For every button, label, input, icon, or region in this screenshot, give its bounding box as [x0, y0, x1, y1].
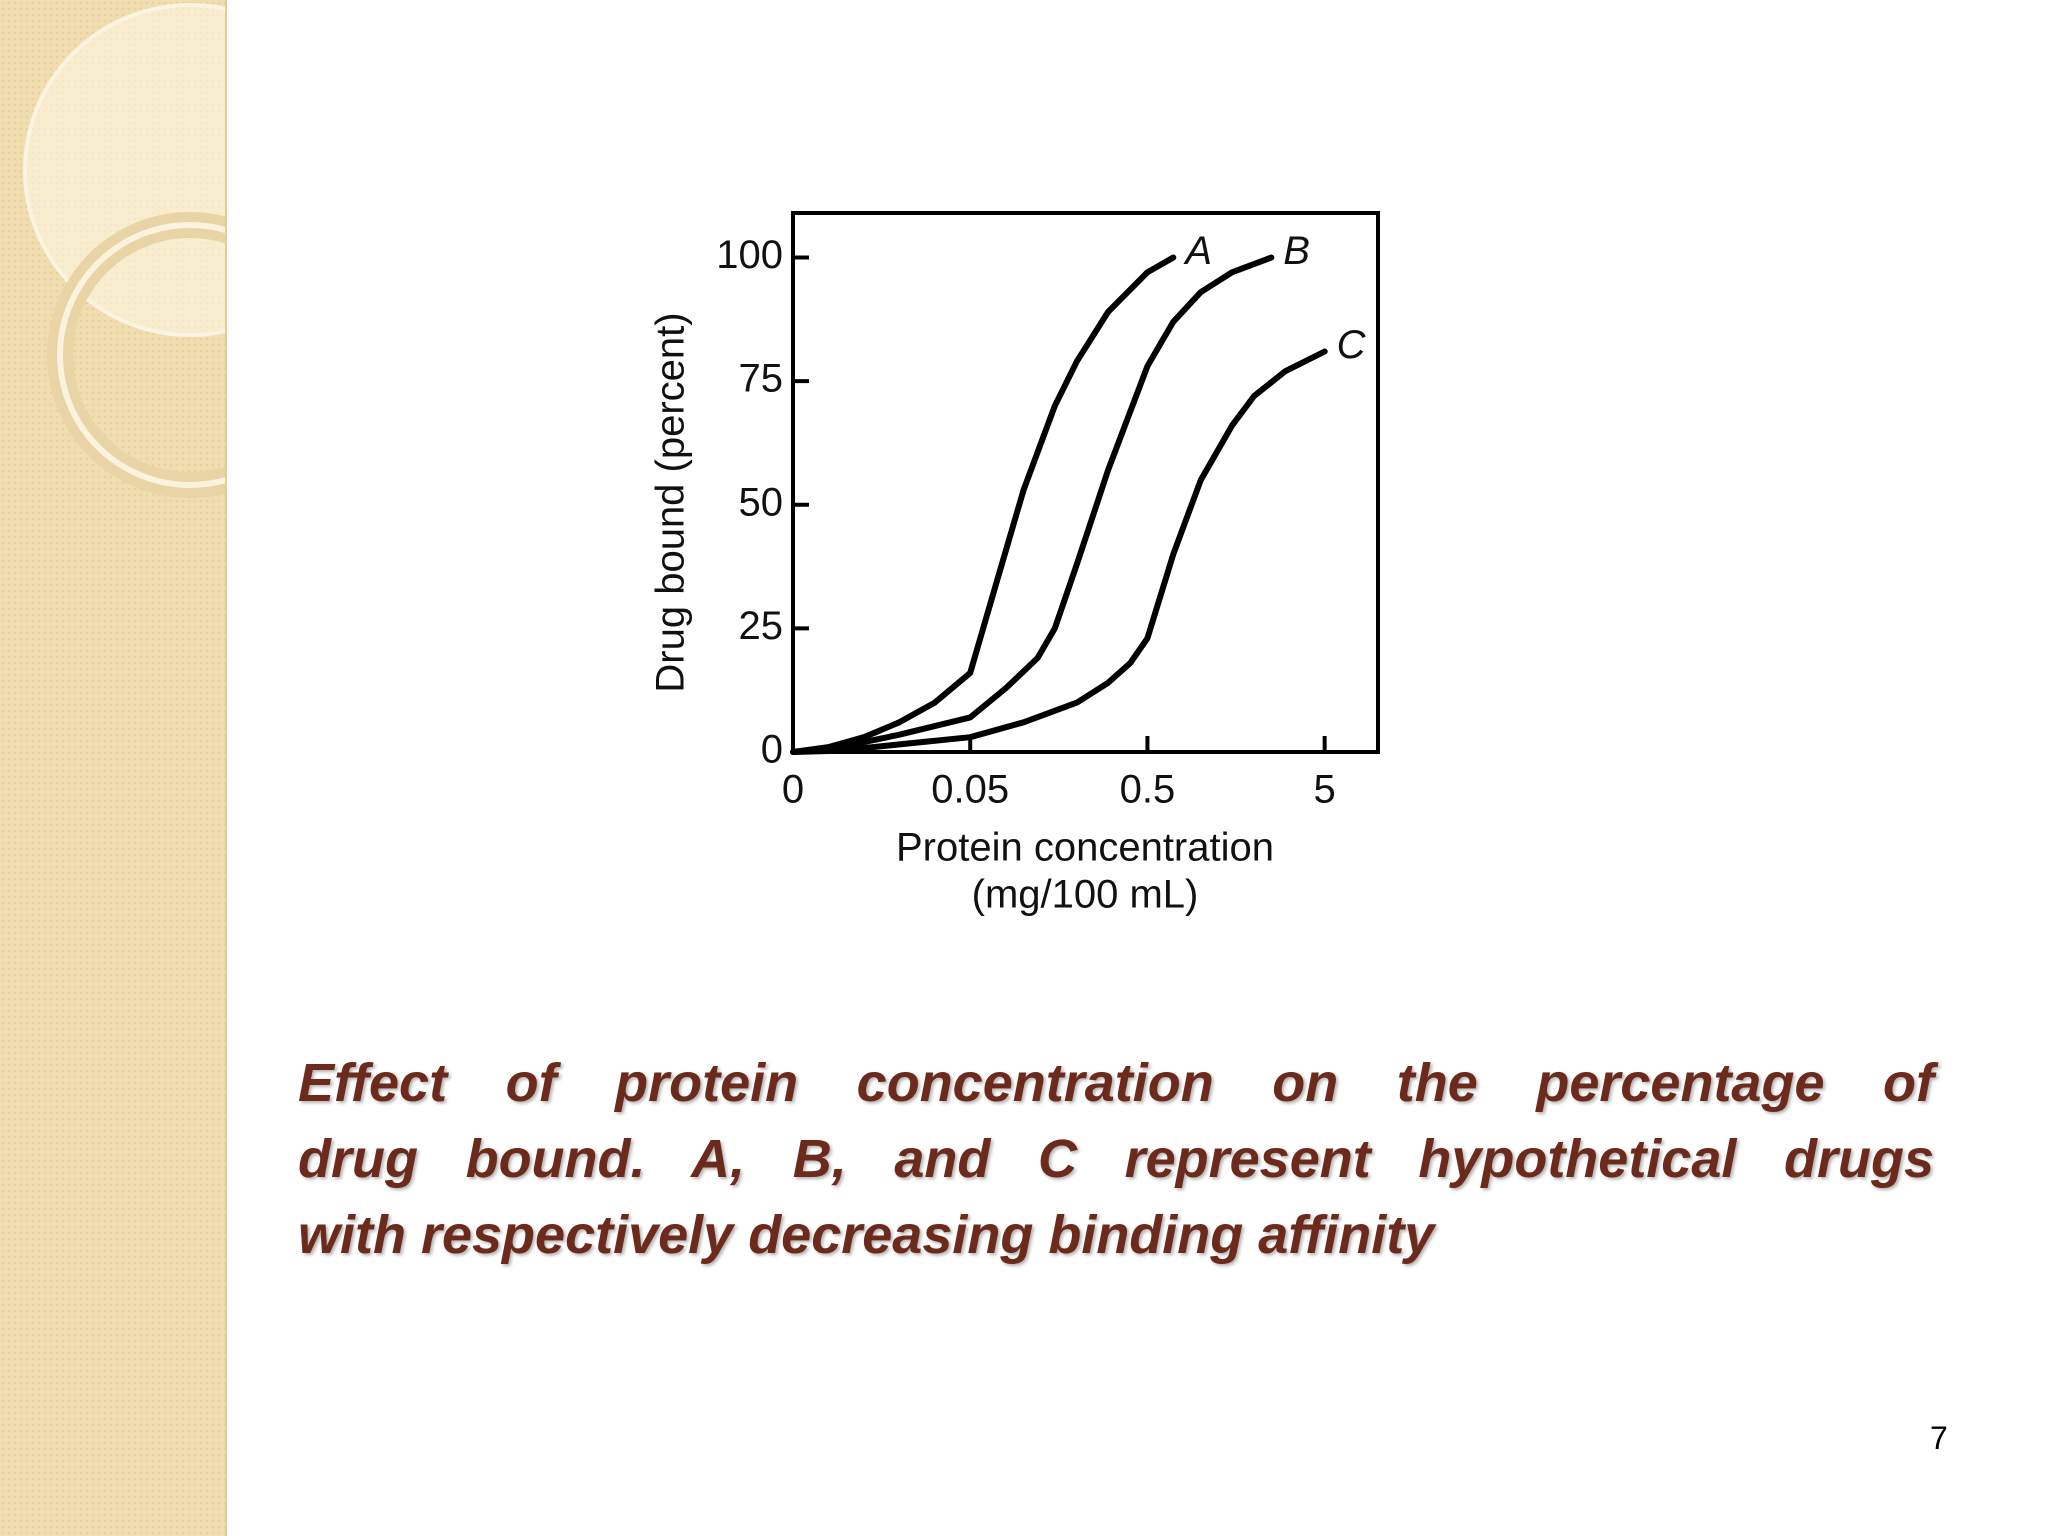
x-tick-label: 0	[782, 768, 804, 812]
x-tick-label: 0.05	[931, 768, 1009, 812]
y-tick-label: 75	[739, 357, 784, 401]
curve-label: A	[1183, 229, 1212, 273]
x-tick-label: 0.5	[1120, 768, 1176, 812]
y-tick-label: 25	[739, 604, 784, 648]
curve	[790, 348, 1328, 755]
curve	[790, 254, 1177, 755]
y-axis-label: Drug bound (percent)	[649, 312, 693, 692]
curve-label: C	[1337, 323, 1367, 367]
caption: Effect of protein concentration on the p…	[298, 1045, 1934, 1273]
x-axis-label: Protein concentration	[896, 826, 1274, 870]
x-axis-label: (mg/100 mL)	[972, 873, 1199, 917]
caption-line: drug bound. A, B, and C represent hypoth…	[298, 1129, 1934, 1189]
x-tick-label: 5	[1314, 768, 1336, 812]
chart: 0 25 50 75 100 0 0.05 0.5 5 Protein concentration…	[649, 211, 1380, 917]
caption-line: Effect of protein concentration on the p…	[298, 1053, 1934, 1113]
curve-label: B	[1283, 229, 1310, 273]
page-number: 7	[1930, 1420, 1948, 1456]
plot-frame	[791, 211, 1380, 754]
curve	[790, 254, 1275, 755]
caption-line: with respectively decreasing binding aff…	[298, 1205, 1435, 1265]
side-decoration	[0, 0, 227, 1536]
y-tick-label: 0	[761, 728, 783, 772]
y-tick-label: 50	[739, 480, 784, 524]
y-tick-label: 100	[716, 233, 783, 277]
